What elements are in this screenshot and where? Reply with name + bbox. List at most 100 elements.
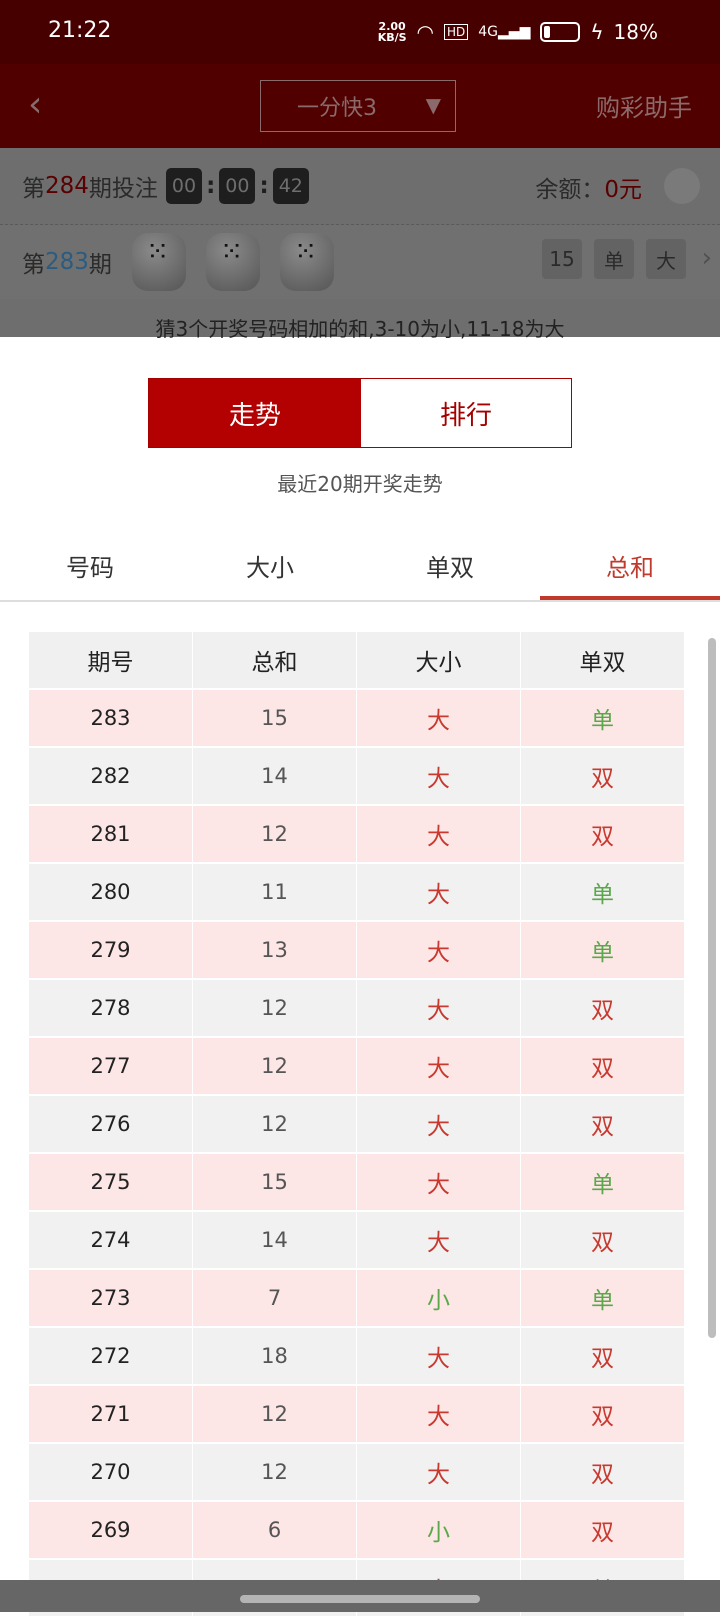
- table-row: 281 12 大双: [29, 806, 685, 864]
- refresh-icon[interactable]: [664, 168, 700, 204]
- game-select[interactable]: 一分快3 ▼: [260, 80, 456, 132]
- last-prefix: 第: [22, 252, 45, 278]
- home-indicator[interactable]: [240, 1595, 480, 1603]
- countdown-minutes: 00: [219, 168, 256, 204]
- cell-big-small: 大: [357, 1038, 520, 1094]
- cell-issue: 279: [29, 922, 192, 978]
- cell-odd-even: 双: [521, 1386, 684, 1442]
- game-name: 一分快3: [297, 96, 377, 121]
- last-issue: 283: [45, 249, 89, 275]
- cell-sum: 12: [193, 1096, 356, 1152]
- cell-issue: 283: [29, 690, 192, 746]
- header-sum: 总和: [193, 632, 356, 688]
- cell-odd-even: 双: [521, 806, 684, 862]
- cell-big-small: 大: [357, 1096, 520, 1152]
- dropdown-triangle-icon: ▼: [425, 93, 441, 117]
- cell-sum: 12: [193, 980, 356, 1036]
- tab-big-small[interactable]: 大小: [246, 554, 294, 582]
- cell-issue: 277: [29, 1038, 192, 1094]
- cell-issue: 278: [29, 980, 192, 1036]
- table-row: 275 15 大单: [29, 1154, 685, 1212]
- scrollbar[interactable]: [708, 638, 716, 1338]
- tab-numbers[interactable]: 号码: [66, 554, 114, 582]
- die-icon: [279, 233, 334, 291]
- bet-row: 第 284 期投注 00:00:42 余额：0元: [0, 148, 720, 225]
- cell-big-small: 大: [357, 748, 520, 804]
- die-icon: [131, 233, 186, 291]
- table-row: 278 12 大双: [29, 980, 685, 1038]
- table-row: 271 12 大双: [29, 1386, 685, 1444]
- cell-odd-even: 单: [521, 864, 684, 920]
- cell-issue: 280: [29, 864, 192, 920]
- battery-icon: [540, 22, 581, 42]
- balance: 余额：0元: [535, 170, 642, 204]
- cell-issue: 273: [29, 1270, 192, 1326]
- chevron-right-icon: ›: [701, 243, 712, 273]
- cell-issue: 276: [29, 1096, 192, 1152]
- cell-sum: 14: [193, 748, 356, 804]
- cell-sum: 18: [193, 1328, 356, 1384]
- cell-big-small: 大: [357, 1386, 520, 1442]
- cell-sum: 6: [193, 1502, 356, 1558]
- cell-issue: 272: [29, 1328, 192, 1384]
- cell-issue: 269: [29, 1502, 192, 1558]
- cell-odd-even: 双: [521, 1038, 684, 1094]
- rule-text: 猜3个开奖号码相加的和,3-10为小,11-18为大: [155, 317, 565, 341]
- cell-odd-even: 双: [521, 1444, 684, 1500]
- segment-rank[interactable]: 排行: [439, 400, 492, 431]
- speed-unit: KB/S: [377, 31, 407, 44]
- cell-sum: 13: [193, 922, 356, 978]
- cell-sum: 15: [193, 690, 356, 746]
- cell-odd-even: 双: [521, 1502, 684, 1558]
- hd-icon: HD: [444, 24, 469, 40]
- countdown-seconds: 42: [272, 168, 309, 204]
- big-small-chip: 大: [646, 239, 686, 279]
- cell-big-small: 大: [357, 1212, 520, 1268]
- cell-big-small: 小: [357, 1270, 520, 1326]
- balance-label: 余额：: [535, 177, 605, 203]
- clock: 21:22: [48, 18, 112, 43]
- cell-big-small: 大: [357, 922, 520, 978]
- cell-sum: 12: [193, 1038, 356, 1094]
- cell-issue: 281: [29, 806, 192, 862]
- cell-big-small: 大: [357, 980, 520, 1036]
- cell-sum: 12: [193, 806, 356, 862]
- cell-sum: 11: [193, 864, 356, 920]
- cell-odd-even: 双: [521, 1212, 684, 1268]
- cell-issue: 282: [29, 748, 192, 804]
- table-row: 269 6 小双: [29, 1502, 685, 1560]
- cell-issue: 270: [29, 1444, 192, 1500]
- cell-big-small: 大: [357, 806, 520, 862]
- network-type: 4G: [478, 24, 499, 40]
- cell-odd-even: 双: [521, 980, 684, 1036]
- cell-sum: 12: [193, 1444, 356, 1500]
- back-chevron-icon[interactable]: ‹: [28, 84, 43, 125]
- battery-percent: 18%: [613, 20, 658, 44]
- table-row: 272 18 大双: [29, 1328, 685, 1386]
- table-row: 270 12 大双: [29, 1444, 685, 1502]
- network-speed: 2.00 KB/S: [378, 21, 407, 43]
- balance-value: 0元: [604, 177, 642, 203]
- header-big-small: 大小: [357, 632, 520, 688]
- segmented-control: 走势 排行: [148, 378, 572, 448]
- current-issue: 284: [45, 173, 89, 199]
- table-row: 277 12 大双: [29, 1038, 685, 1096]
- table-row: 279 13 大单: [29, 922, 685, 980]
- tab-odd-even[interactable]: 单双: [426, 554, 474, 582]
- issue-suffix: 期投注: [88, 176, 158, 202]
- odd-even-chip: 单: [594, 239, 634, 279]
- app-header: ‹ 一分快3 ▼ 购彩助手: [0, 64, 720, 148]
- cell-issue: 274: [29, 1212, 192, 1268]
- header-issue: 期号: [29, 632, 192, 688]
- cell-sum: 7: [193, 1270, 356, 1326]
- last-suffix: 期: [88, 252, 112, 278]
- cell-sum: 12: [193, 1386, 356, 1442]
- trend-table: 期号 总和 大小 单双 283 15 大单 282 14 大双 281 12 大双 280 11 大单…: [29, 632, 685, 1618]
- helper-button[interactable]: 购彩助手: [596, 94, 692, 122]
- tab-sum[interactable]: 总和: [540, 538, 720, 600]
- cell-odd-even: 单: [521, 690, 684, 746]
- segment-trend[interactable]: 走势: [149, 379, 361, 447]
- die-icon: [205, 233, 260, 291]
